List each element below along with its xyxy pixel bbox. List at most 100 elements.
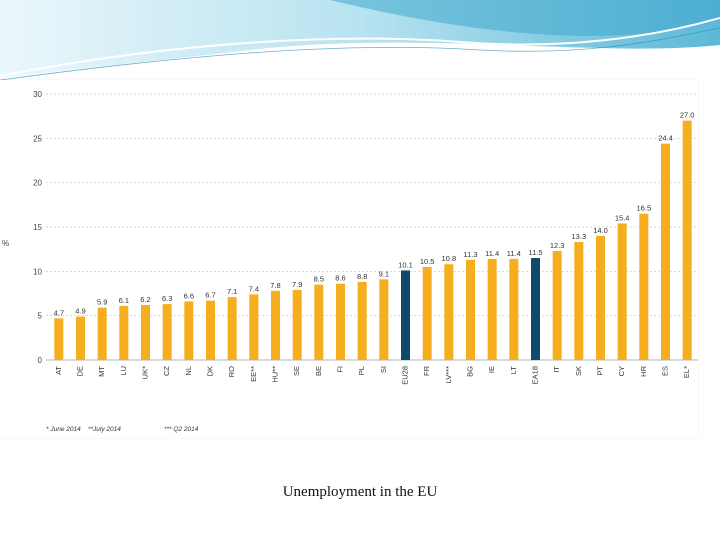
bar-dk	[206, 300, 215, 360]
unemployment-bar-chart: 0 5 10 15 20 25 30 % 4.7 4.9 5.9 6.1 6.2 6.3 6.6 6.7 7…	[2, 90, 698, 433]
bar-lu	[119, 305, 129, 360]
y-tick-label: 5	[38, 312, 43, 321]
bar-be	[314, 284, 324, 360]
x-tick-label: HU**	[271, 366, 280, 383]
x-tick-label: IE	[487, 366, 496, 373]
value-label: 8.6	[335, 274, 345, 283]
value-label: 14.0	[593, 226, 608, 235]
bar-fi	[336, 283, 345, 360]
banner-wave-line-2	[0, 27, 720, 81]
value-label: 11.4	[507, 249, 521, 258]
bar-de	[76, 316, 85, 360]
value-label: 11.3	[463, 250, 477, 259]
bar-ro	[227, 297, 237, 360]
bar-cz	[162, 304, 172, 360]
x-tick-label: EU28	[401, 366, 410, 385]
y-tick-label: 25	[33, 134, 42, 143]
value-label: 27.0	[680, 111, 695, 120]
bar-at	[54, 318, 64, 360]
x-tick-label: IT	[552, 366, 561, 373]
x-tick-label: UK*	[141, 366, 150, 379]
bar-ie	[487, 258, 497, 360]
value-label: 6.6	[184, 291, 194, 300]
value-label: 15.4	[615, 213, 630, 222]
y-axis-label: %	[2, 239, 9, 248]
value-label: 13.3	[572, 232, 587, 241]
bar-sk	[574, 242, 584, 360]
bar-eu28	[401, 270, 410, 360]
footnote: **July 2014	[88, 426, 121, 433]
bar-si	[379, 279, 389, 360]
value-label: 7.1	[227, 287, 237, 296]
y-tick-label: 30	[33, 90, 42, 99]
bar-bg	[466, 259, 475, 360]
footnote: *** Q2 2014	[164, 426, 199, 433]
x-tick-label: HR	[639, 365, 648, 376]
x-tick-label: PL	[357, 366, 366, 375]
chart-panel: 0 5 10 15 20 25 30 % 4.7 4.9 5.9 6.1 6.2 6.3 6.6 6.7 7…	[0, 80, 698, 438]
x-tick-label: LV***	[444, 366, 453, 383]
bar-series	[54, 120, 692, 360]
value-label: 6.7	[205, 291, 215, 300]
value-label: 10.8	[442, 254, 457, 263]
bar-cy	[617, 223, 627, 360]
x-tick-label: EA18	[531, 366, 540, 384]
footnote: * June 2014	[46, 426, 81, 433]
x-tick-label: DE	[76, 366, 85, 376]
footnotes: * June 2014 **July 2014 *** Q2 2014	[46, 426, 199, 433]
value-label: 24.4	[658, 134, 673, 143]
x-tick-label: CY	[617, 366, 626, 376]
bar-mt	[97, 307, 107, 360]
banner-wave-front	[330, 0, 720, 36]
x-tick-label: AT	[54, 366, 63, 375]
x-tick-label: ES	[661, 366, 670, 376]
bar-ee	[249, 294, 259, 360]
bar-ea18	[531, 258, 540, 360]
x-tick-label: LU	[119, 366, 128, 376]
x-tick-label: PT	[596, 366, 605, 376]
value-label: 12.3	[550, 241, 565, 250]
x-tick-label: BG	[466, 366, 475, 377]
chart-grid	[46, 93, 698, 361]
value-label: 6.2	[140, 295, 150, 304]
bar-uk	[141, 305, 150, 360]
value-label: 7.8	[270, 281, 280, 290]
bar-se	[292, 289, 302, 360]
x-tick-label: SI	[379, 366, 388, 373]
y-tick-label: 15	[33, 223, 42, 232]
value-label: 5.9	[97, 298, 107, 307]
x-tick-label: FI	[336, 366, 345, 373]
x-tick-label: LT	[509, 366, 518, 375]
x-tick-label: FR	[422, 365, 431, 376]
value-label: 8.5	[314, 275, 324, 284]
x-tick-label: NL	[184, 366, 193, 376]
x-tick-label: RO	[227, 366, 236, 377]
banner-wave-line	[0, 17, 720, 77]
bar-pt	[596, 235, 605, 360]
bar-hr	[639, 213, 649, 360]
slide-caption: Unemployment in the EU	[282, 484, 438, 500]
x-tick-label: EE**	[249, 366, 258, 382]
value-label: 11.4	[485, 249, 499, 258]
bar-hu	[271, 290, 280, 360]
y-tick-label: 10	[33, 267, 42, 276]
x-axis: AT DE MT LU UK* CZ NL DK RO EE** HU** SE BE FI PL SI EU2…	[54, 365, 691, 384]
value-label: 11.5	[528, 248, 542, 257]
value-label: 16.5	[637, 204, 652, 213]
value-label: 9.1	[379, 269, 389, 278]
bar-es	[661, 143, 670, 360]
y-axis: 0 5 10 15 20 25 30	[33, 90, 42, 365]
x-tick-label: SE	[292, 366, 301, 376]
bar-nl	[184, 301, 194, 360]
value-label: 10.5	[420, 257, 435, 266]
header-banner	[0, 0, 720, 81]
bar-fr	[422, 266, 432, 360]
x-tick-label: EL*	[682, 366, 691, 378]
bar-lv	[444, 264, 454, 360]
y-tick-label: 20	[33, 179, 42, 188]
value-label: 7.9	[292, 280, 302, 289]
value-label: 6.1	[119, 296, 129, 305]
y-tick-label: 0	[38, 356, 43, 365]
bar-lt	[509, 258, 519, 360]
value-label: 4.9	[75, 307, 85, 316]
